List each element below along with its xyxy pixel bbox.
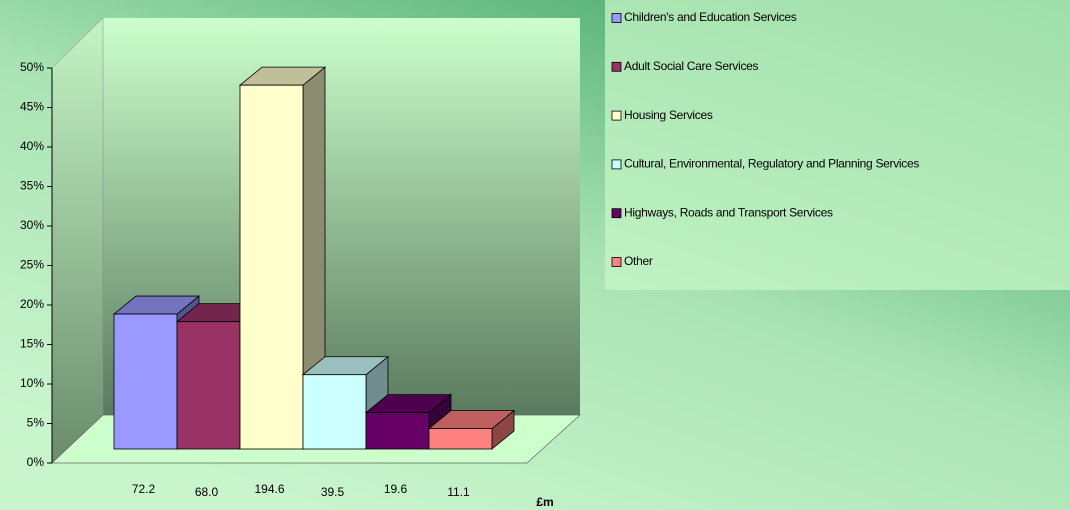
y-tick-label: 25% [20, 258, 44, 272]
y-tick-label: 15% [20, 337, 44, 351]
bar [113, 313, 178, 450]
y-tick-label: 35% [20, 179, 44, 193]
legend-label: Housing Services [624, 108, 713, 122]
x-tick-label: 19.6 [384, 482, 408, 496]
x-tick-label: 11.1 [447, 485, 470, 499]
x-tick-label: 194.6 [254, 482, 284, 496]
side-wall [51, 17, 104, 464]
x-axis-label: £m [536, 495, 553, 509]
y-tick-label: 40% [20, 139, 44, 153]
x-tick-label: 72.2 [132, 482, 156, 496]
legend-box [605, 0, 1070, 290]
legend-swatch [611, 208, 622, 219]
bar [176, 321, 241, 450]
y-tick-label: 30% [20, 218, 44, 232]
legend-label: Adult Social Care Services [624, 59, 759, 73]
bar [302, 374, 367, 450]
legend-swatch [611, 61, 622, 72]
bar [239, 84, 304, 450]
y-tick-label: 10% [20, 376, 44, 390]
legend-swatch [611, 257, 622, 267]
y-tick-label: 0% [27, 455, 45, 469]
legend-label: Other [624, 254, 653, 268]
bar [428, 428, 493, 450]
y-tick-label: 5% [27, 416, 45, 430]
legend-label: Cultural, Environmental, Regulatory and … [624, 157, 919, 171]
y-tick-label: 50% [20, 60, 44, 74]
x-tick-label: 68.0 [195, 485, 219, 499]
y-tick-label: 45% [20, 100, 44, 114]
y-tick-label: 20% [20, 297, 44, 311]
legend-swatch [611, 110, 622, 121]
legend-label: Highways, Roads and Transport Services [624, 205, 833, 219]
x-tick-label: 39.5 [321, 485, 345, 499]
legend-label: Children's and Education Services [624, 10, 797, 24]
legend-swatch [611, 159, 622, 170]
bar [365, 412, 430, 450]
legend-swatch [611, 13, 622, 23]
